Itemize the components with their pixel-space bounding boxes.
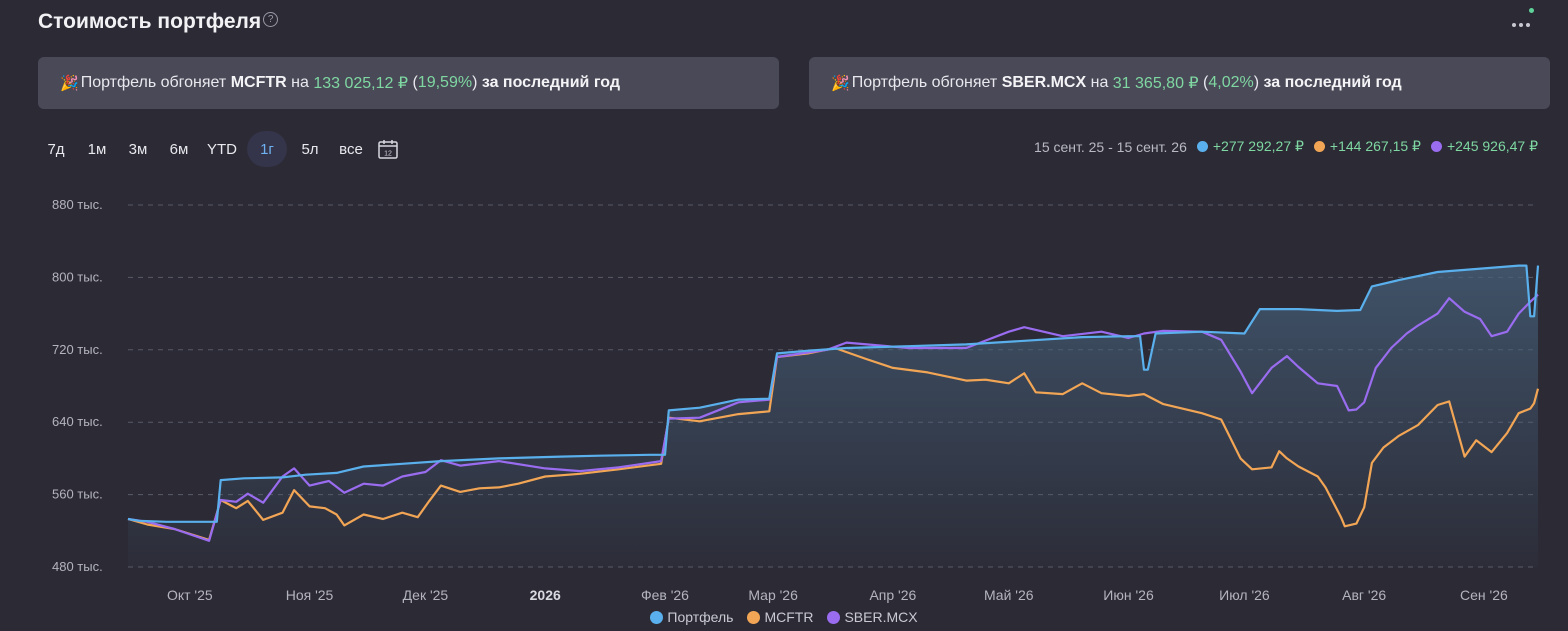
date-range: 15 сент. 25 - 15 сент. 26 xyxy=(1034,138,1187,155)
x-tick-label: Июн '26 xyxy=(1103,587,1154,603)
banner-amount: 31 365,80 ₽ xyxy=(1112,75,1199,92)
notification-dot-icon xyxy=(1529,8,1534,13)
x-tick-label: 2026 xyxy=(530,587,561,603)
chart-legend: Портфель MCFTR SBER.MCX xyxy=(0,609,1568,625)
legend-swatch xyxy=(747,610,761,624)
banner-mid: на xyxy=(1086,74,1113,91)
banner-ticker: MCFTR xyxy=(230,74,287,91)
period-all[interactable]: все xyxy=(339,140,363,158)
x-tick-label: Май '26 xyxy=(984,587,1034,603)
banner-prefix: Портфель обгоняет xyxy=(80,74,231,91)
x-tick-label: Окт '25 xyxy=(167,587,213,603)
help-icon[interactable]: ? xyxy=(263,12,279,27)
banner-amount: 133 025,12 ₽ xyxy=(313,75,409,92)
period-6m[interactable]: 6м xyxy=(169,140,189,158)
calendar-icon[interactable]: 12 xyxy=(377,138,399,160)
legend-swatch xyxy=(650,610,664,624)
legend-label: SBER.MCX xyxy=(844,609,918,625)
y-tick-label: 560 тыс. xyxy=(52,487,103,502)
party-popper-icon: 🎉 xyxy=(60,75,79,92)
party-popper-icon: 🎉 xyxy=(831,75,850,92)
period-1y[interactable]: 1г xyxy=(247,131,287,167)
dot-icon xyxy=(1512,23,1516,27)
period-1m[interactable]: 1м xyxy=(87,140,107,158)
dot-icon xyxy=(1519,23,1523,27)
legend-item-portfolio[interactable]: Портфель xyxy=(650,609,733,625)
x-tick-label: Сен '26 xyxy=(1460,587,1508,603)
x-tick-label: Ноя '25 xyxy=(286,587,334,603)
portfolio-value-chart[interactable]: 480 тыс. 560 тыс. 640 тыс. 720 тыс. 800 тыс.… xyxy=(0,180,1568,610)
period-7d[interactable]: 7д xyxy=(47,140,65,158)
legend-label: Портфель xyxy=(667,609,734,625)
banner-suffix: за последний год xyxy=(477,74,621,91)
benchmark-banner-mcftr: 🎉 Портфель обгоняет MCFTR на 133 025,12 … xyxy=(38,57,779,109)
legend-item-sber[interactable]: SBER.MCX xyxy=(827,609,918,625)
page-title: Стоимость портфеля ? xyxy=(38,10,279,34)
period-summary: 15 сент. 25 - 15 сент. 26 +277 292,27 ₽ … xyxy=(1034,138,1538,155)
x-tick-label: Июл '26 xyxy=(1219,587,1270,603)
calendar-icon-day: 12 xyxy=(384,151,392,158)
banner-pct-close: ) xyxy=(472,74,478,91)
portfolio-area xyxy=(128,265,1538,567)
banner-pct-open: ( xyxy=(408,74,418,91)
banner-pct-close: ) xyxy=(1253,74,1260,91)
y-tick-label: 640 тыс. xyxy=(52,414,103,429)
y-tick-label: 880 тыс. xyxy=(52,197,103,212)
mcftr-line xyxy=(127,346,1540,541)
x-tick-label: Мар '26 xyxy=(748,587,798,603)
period-ytd[interactable]: YTD xyxy=(207,140,237,158)
dot-icon xyxy=(1526,23,1530,27)
portfolio-bullet-icon xyxy=(1196,141,1208,152)
page-title-text: Стоимость портфеля xyxy=(38,10,262,33)
banner-percent: 4,02% xyxy=(1208,74,1254,91)
x-tick-label: Апр '26 xyxy=(869,587,916,603)
legend-swatch xyxy=(827,610,841,624)
banner-mid: на xyxy=(286,74,314,91)
x-tick-label: Авг '26 xyxy=(1342,587,1386,603)
benchmark-banner-sber: 🎉 Портфель обгоняет SBER.MCX на 31 365,8… xyxy=(809,57,1550,109)
period-5y[interactable]: 5л xyxy=(301,140,319,158)
x-tick-label: Фев '26 xyxy=(641,587,689,603)
banner-percent: 19,59% xyxy=(417,74,473,91)
period-selector: 7д 1м 3м 6м YTD 1г 5л все 12 xyxy=(38,130,399,168)
legend-item-mcftr[interactable]: MCFTR xyxy=(747,609,813,625)
portfolio-line xyxy=(127,264,1540,523)
y-tick-label: 800 тыс. xyxy=(52,269,103,284)
legend-label: MCFTR xyxy=(764,609,814,625)
sber-change: +245 926,47 ₽ xyxy=(1446,138,1538,154)
banner-prefix: Портфель обгоняет xyxy=(851,74,1002,91)
portfolio-change: +277 292,27 ₽ xyxy=(1212,138,1304,154)
sber-line xyxy=(127,293,1539,542)
mcftr-change: +144 267,15 ₽ xyxy=(1329,138,1421,154)
banner-ticker: SBER.MCX xyxy=(1001,74,1087,91)
y-tick-label: 480 тыс. xyxy=(52,559,103,574)
sber-bullet-icon xyxy=(1430,141,1442,152)
x-tick-label: Дек '25 xyxy=(403,587,449,603)
more-menu-button[interactable] xyxy=(1512,8,1534,34)
mcftr-bullet-icon xyxy=(1313,141,1325,152)
y-tick-label: 720 тыс. xyxy=(52,342,103,357)
period-3m[interactable]: 3м xyxy=(128,140,148,158)
banner-pct-open: ( xyxy=(1198,74,1209,91)
banner-suffix: за последний год xyxy=(1259,74,1402,91)
